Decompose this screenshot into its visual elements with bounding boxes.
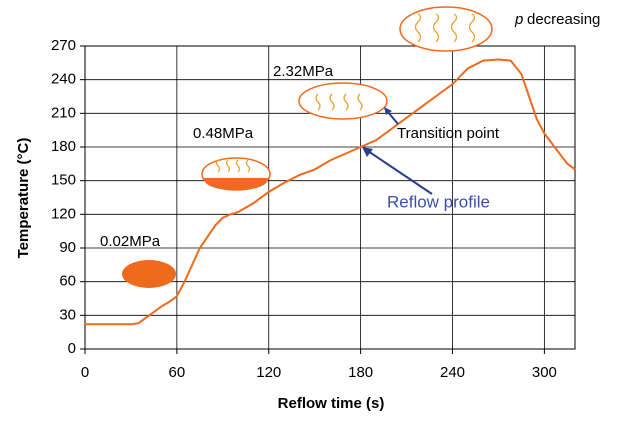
annotation: 0.02MPa bbox=[100, 233, 161, 250]
x-tick-label: 300 bbox=[532, 364, 557, 381]
gas-icon bbox=[215, 159, 251, 173]
annotation: Reflow profile bbox=[387, 192, 490, 211]
pellet bbox=[122, 260, 176, 288]
x-tick-label: 120 bbox=[256, 364, 281, 381]
pellet-ring bbox=[298, 82, 388, 120]
arrow-head bbox=[384, 107, 392, 115]
x-tick-label: 180 bbox=[348, 364, 373, 381]
arrow bbox=[367, 150, 433, 195]
y-tick-label: 30 bbox=[59, 306, 76, 323]
gas-icon bbox=[315, 93, 363, 111]
plot-frame bbox=[84, 45, 576, 350]
y-tick-label: 210 bbox=[51, 104, 76, 121]
y-tick-label: 240 bbox=[51, 71, 76, 88]
x-axis-label: Reflow time (s) bbox=[278, 395, 385, 412]
x-tick-label: 0 bbox=[81, 364, 89, 381]
annotation: 0.48MPa bbox=[193, 125, 254, 142]
x-tick-label: 60 bbox=[169, 364, 186, 381]
arrow-head bbox=[362, 147, 373, 157]
y-tick-label: 180 bbox=[51, 138, 76, 155]
annotation: decreasing bbox=[527, 11, 600, 28]
y-tick-label: 0 bbox=[68, 340, 76, 357]
annotation: p bbox=[514, 11, 523, 28]
x-tick-label: 240 bbox=[440, 364, 465, 381]
annotation: Transition point bbox=[397, 125, 500, 142]
y-tick-label: 90 bbox=[59, 239, 76, 256]
y-tick-label: 150 bbox=[51, 172, 76, 189]
pellet bbox=[203, 178, 269, 190]
line bbox=[85, 58, 576, 326]
annotation: 2.32MPa bbox=[273, 63, 334, 80]
y-axis-label: Temperature (°C) bbox=[15, 138, 32, 259]
gas-icon bbox=[414, 13, 476, 43]
y-tick-label: 270 bbox=[51, 37, 76, 54]
y-tick-label: 120 bbox=[51, 205, 76, 222]
arrow bbox=[386, 110, 399, 125]
pellet-ring bbox=[399, 6, 493, 52]
y-tick-label: 60 bbox=[59, 273, 76, 290]
